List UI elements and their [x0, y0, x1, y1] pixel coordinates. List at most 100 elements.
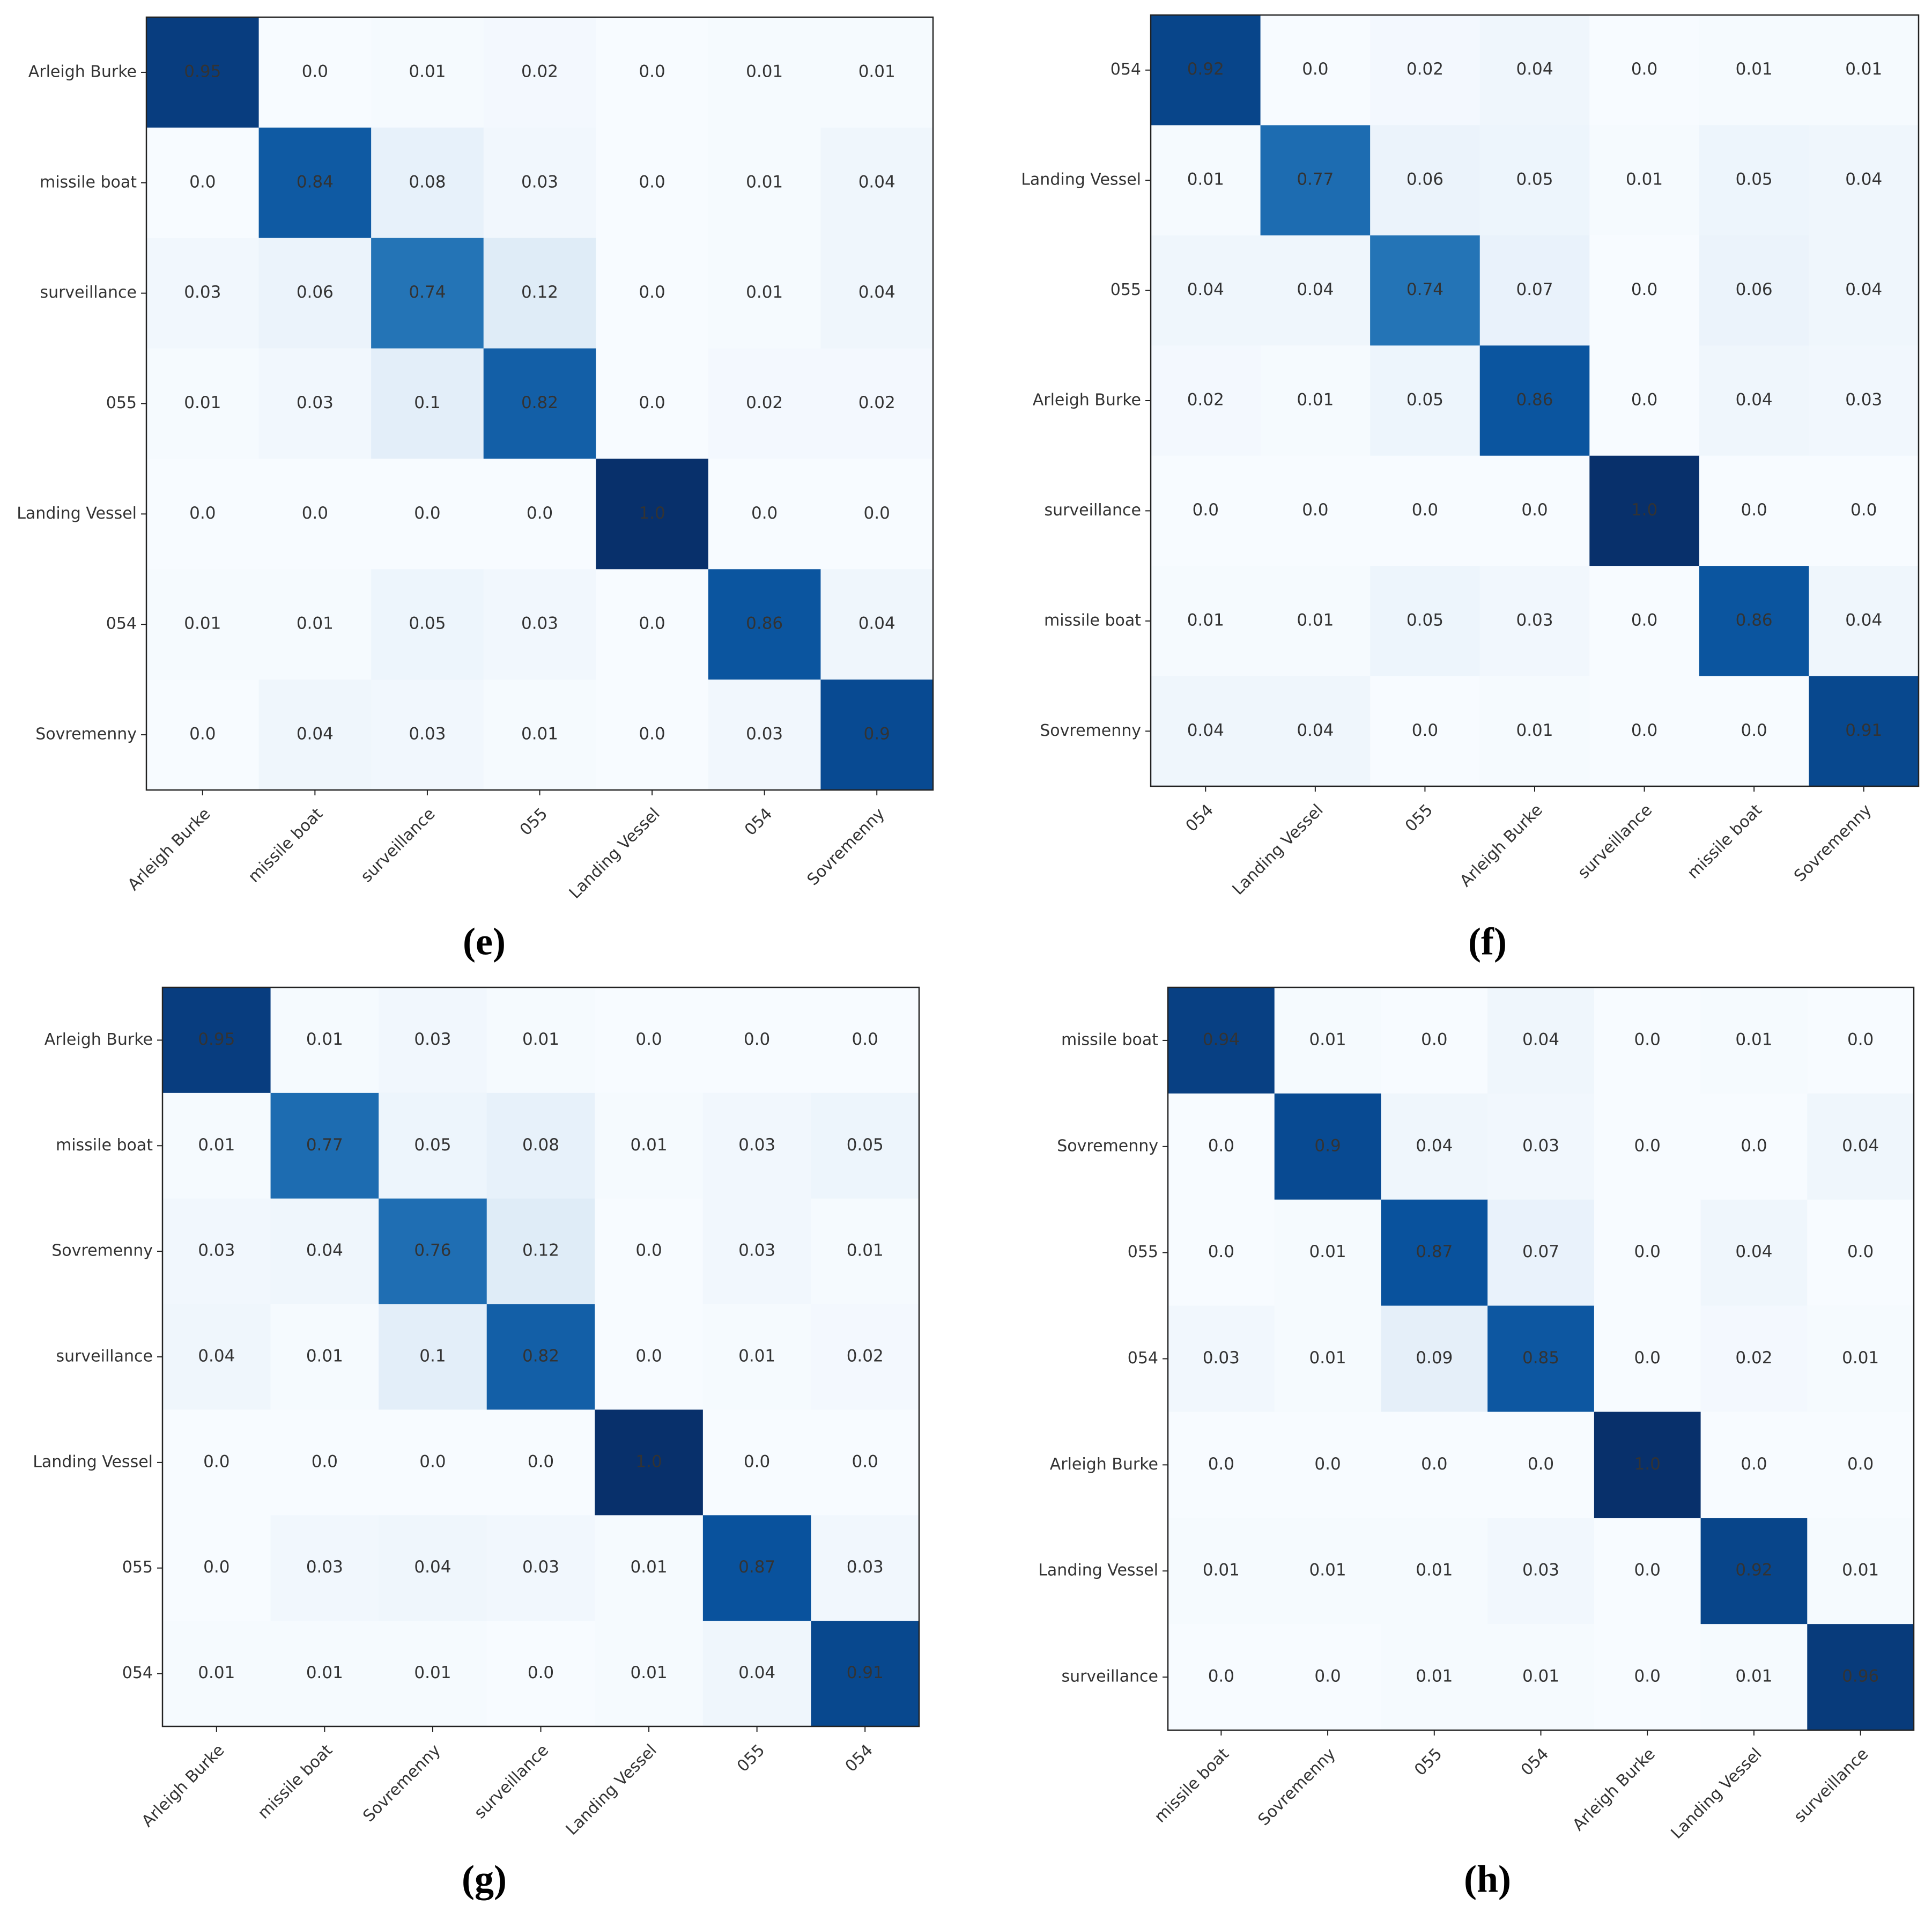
cell [811, 1515, 920, 1621]
cell-label: 0.03 [297, 393, 334, 412]
cell-label: 0.0 [744, 1452, 770, 1471]
cell-label: 0.01 [631, 1663, 668, 1682]
cell [1807, 1093, 1914, 1200]
cell [820, 459, 934, 570]
cell-label: 0.0 [203, 1452, 230, 1471]
cell [1594, 987, 1701, 1094]
cell-label: 0.01 [1309, 1348, 1346, 1368]
cell [146, 348, 260, 459]
cell-label: 0.07 [1522, 1242, 1559, 1261]
cell-label: 0.04 [858, 614, 895, 633]
cell-label: 0.01 [1522, 1667, 1559, 1686]
cell [1274, 1412, 1381, 1518]
cell-label: 0.0 [312, 1452, 338, 1471]
cell [820, 238, 934, 349]
cell [1809, 676, 1919, 787]
y-tick-label: surveillance [56, 1347, 153, 1366]
cell-label: 0.87 [738, 1557, 775, 1577]
cell [702, 1304, 811, 1410]
cell-label: 0.0 [1847, 1454, 1874, 1474]
cell [1594, 1412, 1701, 1518]
cell-label: 0.01 [1416, 1561, 1453, 1580]
cell-label: 0.82 [521, 393, 558, 412]
cell-label: 0.0 [1634, 1242, 1661, 1261]
cell-label: 0.0 [1314, 1454, 1341, 1474]
cell-label: 0.01 [409, 62, 446, 81]
cell [1260, 345, 1371, 456]
cell-label: 1.0 [639, 504, 665, 523]
cell [1809, 455, 1919, 566]
cell [1700, 1624, 1808, 1731]
cell-label: 0.0 [639, 62, 665, 81]
cell [811, 1092, 920, 1199]
cell-label: 0.03 [1522, 1136, 1559, 1155]
cell-label: 0.01 [522, 1030, 559, 1049]
cell [1370, 235, 1481, 346]
cell-label: 0.0 [1850, 500, 1877, 520]
cell [270, 987, 379, 1094]
cell [596, 348, 709, 459]
cell [702, 1409, 811, 1516]
y-tick-label: surveillance [1061, 1667, 1158, 1686]
cell [258, 17, 372, 128]
cell-label: 0.0 [1314, 1667, 1341, 1686]
cell [1274, 1093, 1381, 1200]
cell [1479, 125, 1590, 236]
cell [595, 1304, 704, 1410]
cell-label: 0.04 [1842, 1136, 1879, 1155]
cell [258, 680, 372, 791]
cell-label: 0.01 [1735, 1667, 1772, 1686]
cell [702, 1198, 811, 1305]
cell-label: 0.01 [1842, 1561, 1879, 1580]
cell-label: 0.01 [306, 1030, 343, 1049]
cell-label: 0.03 [198, 1241, 235, 1260]
cell [820, 348, 934, 459]
cell-label: 0.03 [847, 1557, 884, 1577]
cell-label: 0.0 [1521, 500, 1548, 520]
cell-label: 0.01 [1736, 60, 1773, 79]
cell-label: 0.0 [302, 62, 328, 81]
cell-label: 0.0 [1741, 721, 1767, 740]
cell-label: 0.0 [1634, 1561, 1661, 1580]
cell-label: 0.01 [1297, 390, 1334, 410]
cell-label: 0.0 [852, 1030, 878, 1049]
x-tick-label: 054 [1182, 801, 1217, 836]
cell-label: 0.0 [1302, 500, 1328, 520]
panel: 0.95 0.0 0.01 0.02 0.0 0.01 0.01 0.0 0.84 0.08 0.0… [17, 16, 934, 963]
cell [1699, 345, 1809, 456]
x-tick-label: Arleigh Burke [138, 1741, 228, 1831]
cell [820, 127, 934, 239]
cell [379, 1621, 487, 1727]
cell-label: 1.0 [635, 1452, 662, 1471]
cell-label: 0.0 [1208, 1136, 1234, 1155]
cell [1807, 1305, 1914, 1412]
cell-label: 0.05 [1407, 390, 1444, 410]
cell-label: 0.01 [1309, 1242, 1346, 1261]
cell [1589, 235, 1700, 346]
y-tick-label: 054 [122, 1664, 153, 1682]
cell [1151, 566, 1261, 677]
x-tick-label: Landing Vessel [1668, 1745, 1766, 1843]
x-tick-label: Sovremenny [359, 1741, 444, 1826]
cell [1700, 1199, 1808, 1306]
cell [1807, 1518, 1914, 1624]
x-tick-label: surveillance [471, 1741, 552, 1822]
cell-label: 0.0 [527, 504, 553, 523]
cell [1260, 676, 1371, 787]
cell [1370, 15, 1481, 125]
cell-label: 0.02 [746, 393, 783, 412]
cell-label: 0.0 [639, 283, 665, 302]
cell-label: 0.0 [639, 172, 665, 191]
x-tick-label: Arleigh Burke [124, 804, 214, 895]
cell-label: 0.04 [1845, 610, 1882, 630]
cell [1487, 1624, 1595, 1731]
x-tick-label: Landing Vessel [1229, 801, 1327, 899]
y-tick-label: Sovremenny [35, 725, 137, 744]
cell-label: 0.0 [852, 1452, 878, 1471]
cell-label: 0.05 [1407, 610, 1444, 630]
cell-label: 0.03 [738, 1241, 775, 1260]
cell [1699, 566, 1809, 677]
cell [162, 1198, 271, 1305]
cell [379, 1409, 487, 1516]
cell [1589, 345, 1700, 456]
